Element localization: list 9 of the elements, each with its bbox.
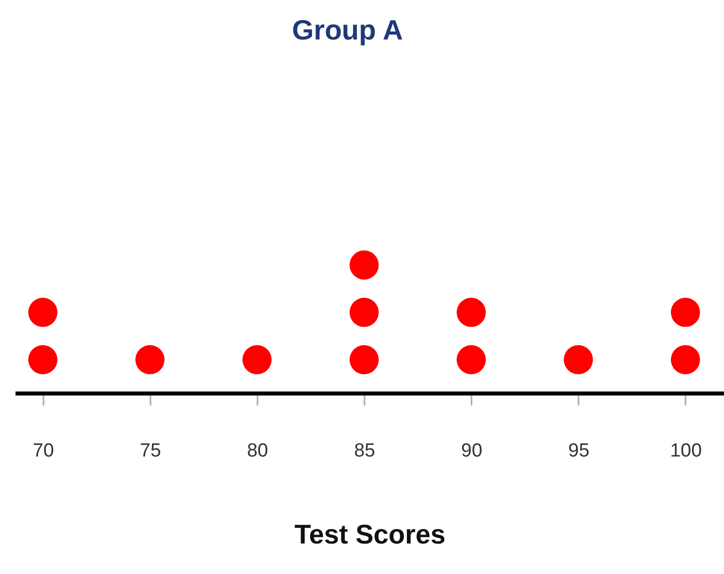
x-tick-label: 90 [461, 440, 482, 462]
x-axis-title: Test Scores [294, 520, 446, 550]
x-tick-label: 95 [568, 440, 590, 462]
x-tick-label: 85 [354, 440, 376, 462]
x-tick-label: 75 [140, 440, 162, 462]
x-tick-label: 80 [246, 440, 268, 462]
chart-title: Group A [292, 14, 403, 46]
x-tick-label: 100 [670, 440, 702, 462]
x-tick-label: 70 [32, 440, 54, 462]
